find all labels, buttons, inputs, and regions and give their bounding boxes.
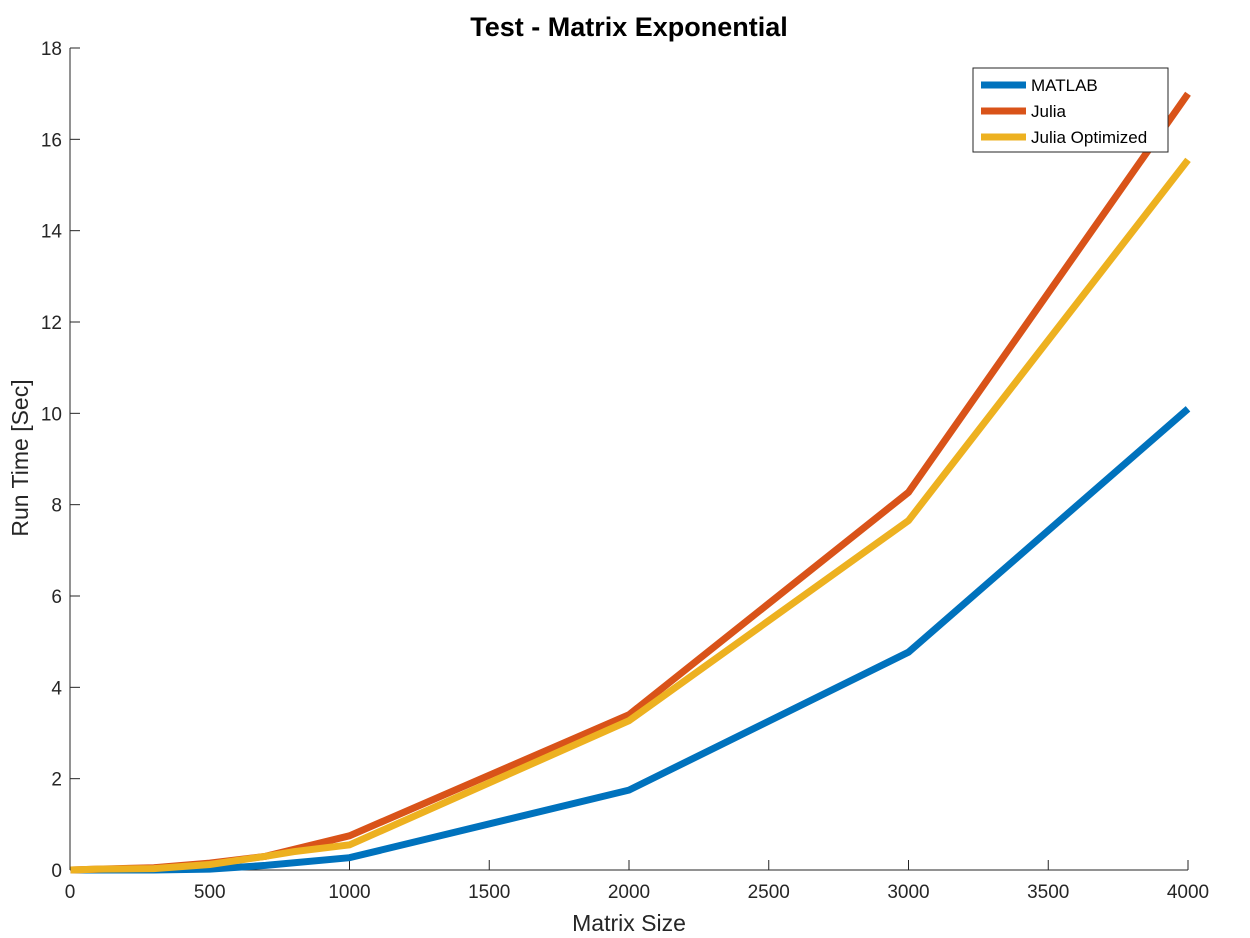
y-tick-label: 16: [41, 130, 62, 151]
series-line-julia: [70, 91, 1191, 874]
chart-title: Test - Matrix Exponential: [470, 12, 788, 42]
x-tick-label: 2000: [608, 882, 650, 903]
series-line-matlab: [70, 406, 1191, 874]
x-tick-label: 4000: [1167, 882, 1209, 903]
series-line-julia-optimized: [70, 157, 1191, 874]
legend-entry-label: Julia: [1031, 102, 1067, 121]
x-tick-label: 0: [65, 882, 76, 903]
y-tick-label: 8: [51, 496, 62, 517]
x-tick-label: 1000: [328, 882, 370, 903]
y-tick-label: 0: [51, 861, 62, 882]
series-lines: [70, 91, 1191, 874]
y-tick-label: 10: [41, 404, 62, 425]
legend: MATLAB Julia Julia Optimized: [972, 67, 1169, 153]
y-axis-label: Run Time [Sec]: [7, 379, 33, 536]
y-tick-label: 6: [51, 587, 62, 608]
x-tick-label: 2500: [748, 882, 790, 903]
legend-entry-label: Julia Optimized: [1031, 128, 1147, 147]
y-tick-label: 12: [41, 313, 62, 334]
y-tick-label: 18: [41, 39, 62, 60]
x-tick-label: 500: [194, 882, 226, 903]
x-tick-label: 3500: [1027, 882, 1069, 903]
x-tick-label: 1500: [468, 882, 510, 903]
y-tick-label: 14: [41, 222, 63, 243]
x-tick-label: 3000: [887, 882, 929, 903]
legend-entry-label: MATLAB: [1031, 76, 1098, 95]
y-tick-label: 4: [51, 678, 62, 699]
y-tick-label: 2: [51, 770, 62, 791]
x-axis-label: Matrix Size: [572, 910, 686, 936]
axes: 0 500 1000 1500 2000 2500 3000 3500 4000 0 2 4 6 8 10 1…: [41, 39, 1209, 903]
